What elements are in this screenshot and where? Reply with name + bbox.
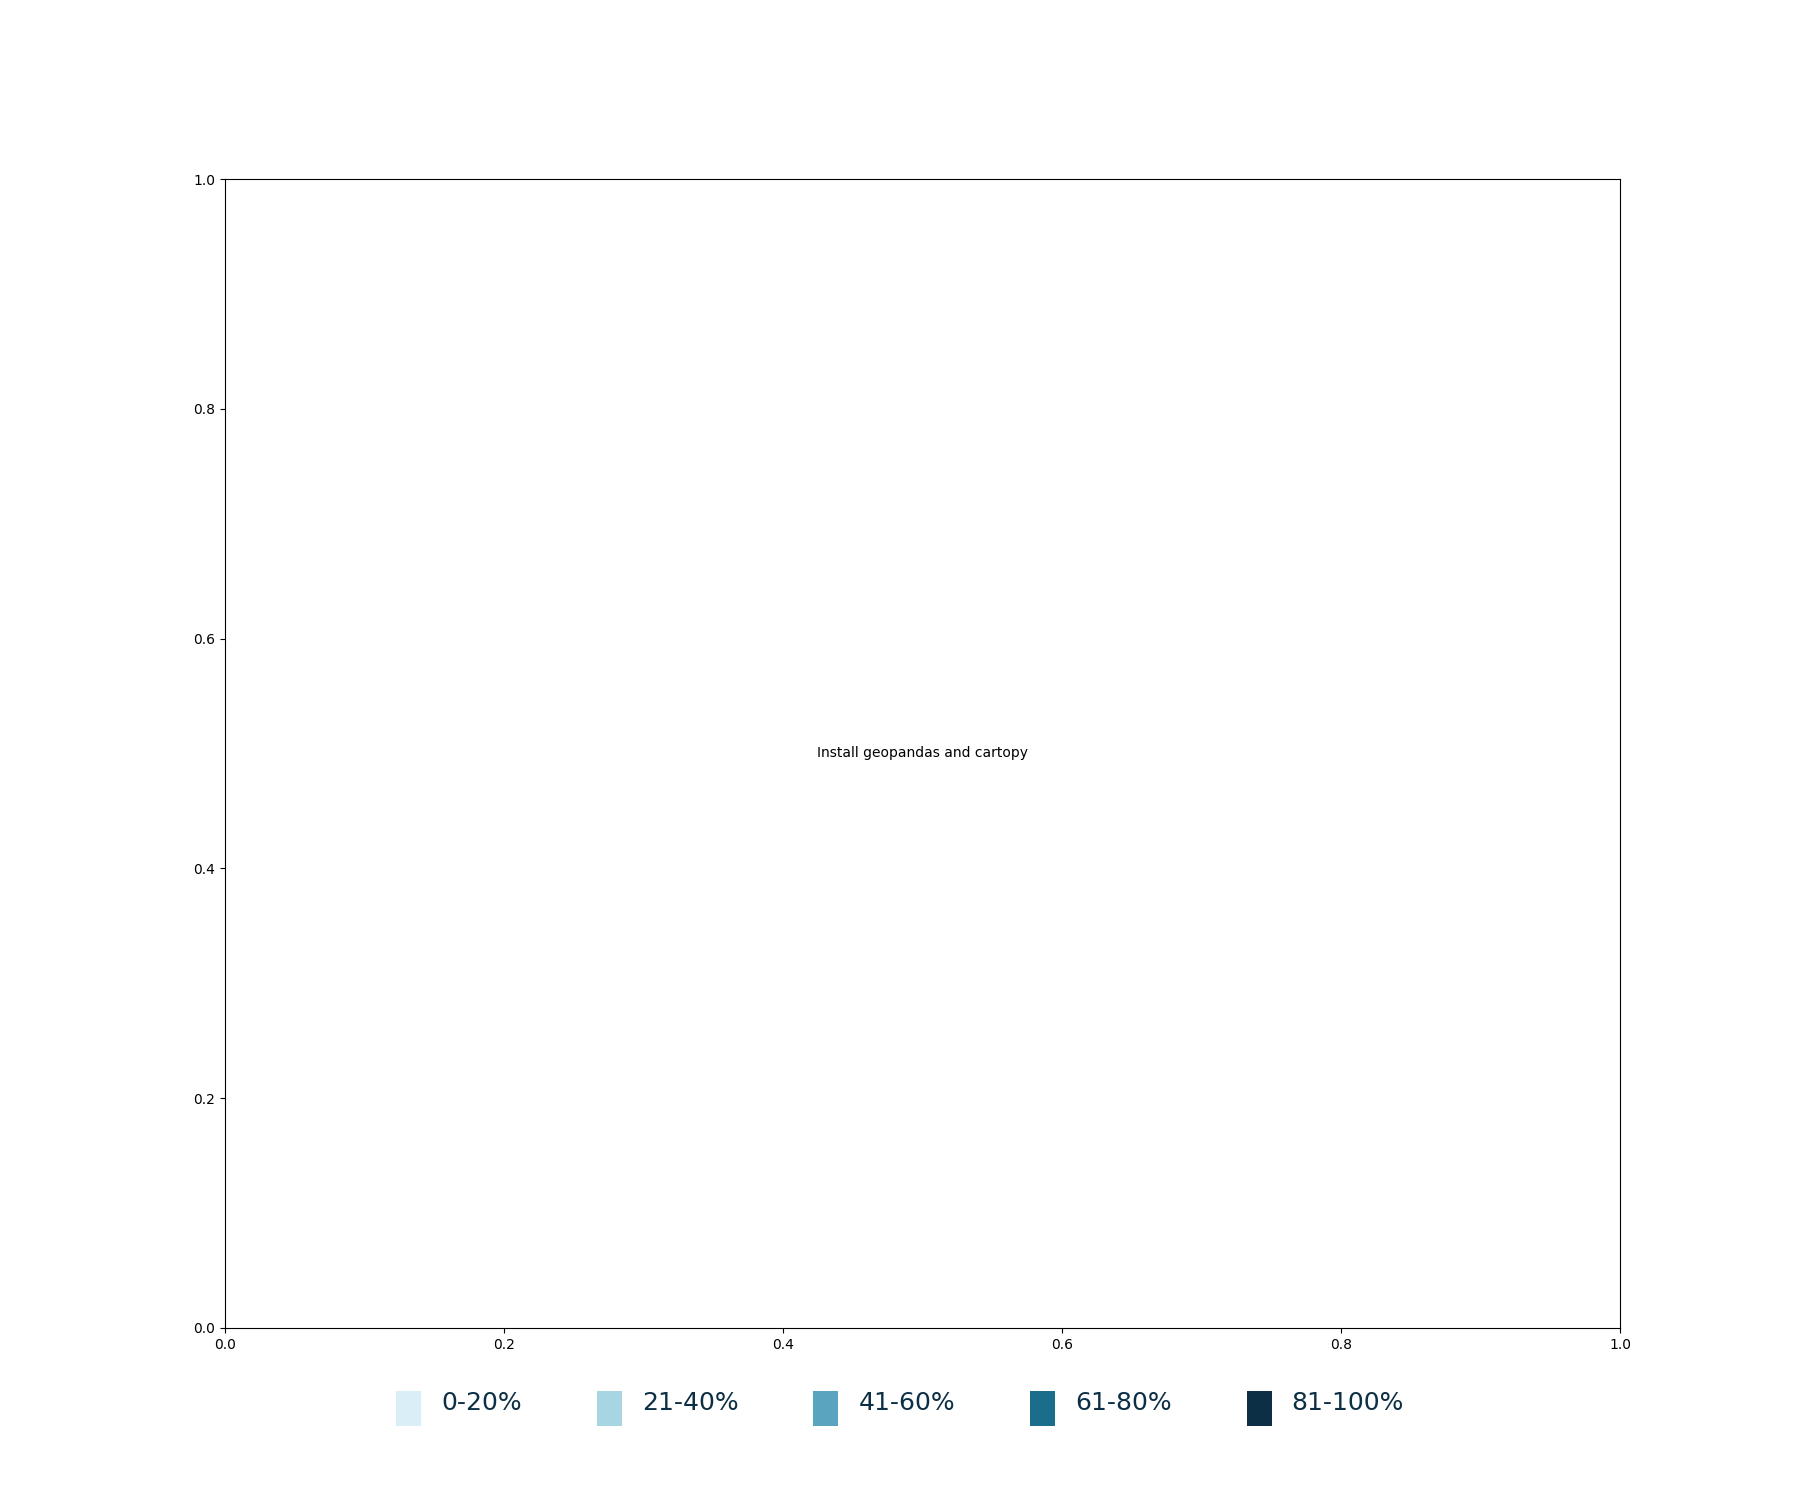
- Legend: 0-20%, 21-40%, 41-60%, 61-80%, 81-100%: 0-20%, 21-40%, 41-60%, 61-80%, 81-100%: [396, 1379, 1404, 1426]
- Text: Install geopandas and cartopy: Install geopandas and cartopy: [817, 746, 1028, 761]
